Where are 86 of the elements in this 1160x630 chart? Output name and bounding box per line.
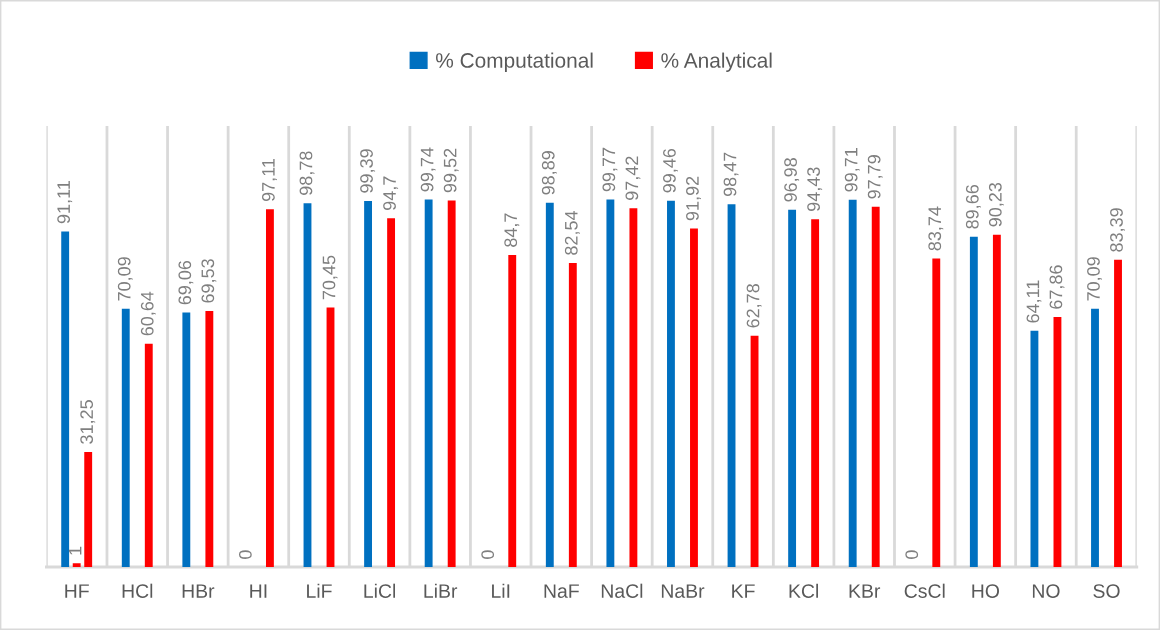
legend-label: % Computational [436, 52, 593, 72]
bar [205, 310, 214, 567]
data-label: 64,11 [1026, 280, 1042, 323]
x-tick-label: SO [1093, 584, 1120, 598]
data-label: 97,79 [867, 155, 883, 199]
data-label: 94,7 [383, 176, 399, 210]
x-tick-label: LiI [492, 583, 510, 598]
data-label: 60,64 [140, 291, 156, 336]
x-tick-label: NaCl [601, 583, 643, 598]
data-label: 99,74 [420, 147, 436, 192]
bar [447, 200, 456, 567]
data-label: 0 [481, 550, 495, 559]
bar [508, 255, 517, 567]
bar [182, 312, 191, 567]
bar [265, 209, 274, 567]
bar [606, 199, 615, 567]
x-tick-label: HCl [122, 583, 153, 598]
data-label: 1 [68, 546, 82, 555]
legend-label: % Analytical [661, 52, 772, 72]
bar [1091, 308, 1099, 567]
bar [811, 219, 820, 567]
x-tick-label: NaF [544, 584, 579, 598]
data-label: 84,7 [504, 213, 520, 247]
bar [61, 231, 70, 567]
data-label: 98,89 [541, 151, 557, 195]
data-label: 62,78 [746, 284, 762, 328]
data-label: 99,71 [844, 148, 860, 192]
bar [788, 209, 797, 567]
bar [545, 202, 554, 567]
bar [1030, 330, 1039, 567]
x-tick-label: KF [732, 584, 755, 598]
data-label: 90,23 [988, 182, 1004, 227]
data-label: 83,74 [928, 206, 944, 251]
x-tick-label: KBr [849, 584, 881, 598]
data-label: 99,52 [443, 148, 459, 193]
x-tick-label: NaBr [661, 584, 705, 598]
data-label: 94,43 [807, 167, 823, 211]
data-label: 70,09 [1087, 257, 1102, 301]
data-label: 91,92 [686, 176, 701, 221]
data-label: 99,39 [360, 149, 376, 193]
data-label: 89,66 [965, 185, 981, 229]
x-tick-label: LiCl [364, 583, 396, 598]
x-tick-label: HI [250, 584, 267, 598]
bar [144, 343, 153, 567]
data-label: 96,98 [784, 158, 800, 202]
bar [629, 208, 638, 567]
bar [932, 258, 941, 567]
x-tick-label: NO [1032, 584, 1060, 598]
bar [568, 262, 577, 567]
data-label: 70,09 [117, 257, 133, 301]
x-tick-label: HBr [182, 584, 215, 598]
bar [424, 199, 433, 567]
data-label: 69,06 [178, 260, 194, 305]
data-label: 0 [238, 550, 252, 559]
data-label: 97,42 [625, 156, 641, 200]
bar [1114, 259, 1122, 567]
data-label: 67,86 [1049, 265, 1065, 309]
x-tick-label: HO [972, 584, 1000, 598]
data-label: 99,46 [663, 148, 678, 193]
data-label: 70,45 [322, 255, 338, 300]
bar [992, 234, 1001, 567]
data-label: 83,39 [1110, 208, 1125, 252]
bar [364, 200, 373, 567]
x-tick-label: CsCl [904, 583, 945, 598]
x-tick-label: LiF [307, 583, 332, 598]
bar [690, 228, 698, 567]
data-label: 31,25 [80, 400, 96, 444]
x-tick-label: KCl [789, 583, 818, 598]
bar [848, 199, 857, 567]
data-label: 69,53 [201, 259, 217, 303]
bar [72, 563, 81, 567]
bar [969, 236, 978, 567]
data-label: 97,11 [261, 158, 277, 202]
x-tick-label: HF [65, 584, 89, 598]
data-label: 91,11 [57, 181, 73, 224]
bar [387, 218, 396, 567]
data-label: 98,78 [299, 151, 315, 195]
data-label: 82,54 [564, 210, 580, 255]
bar [871, 206, 880, 567]
bar [667, 200, 675, 567]
data-label: 0 [905, 550, 919, 559]
x-tick-label: LiBr [424, 583, 458, 598]
bar [121, 308, 130, 567]
bar [84, 451, 93, 567]
data-label: 98,47 [723, 152, 739, 197]
data-label: 99,77 [602, 147, 618, 192]
